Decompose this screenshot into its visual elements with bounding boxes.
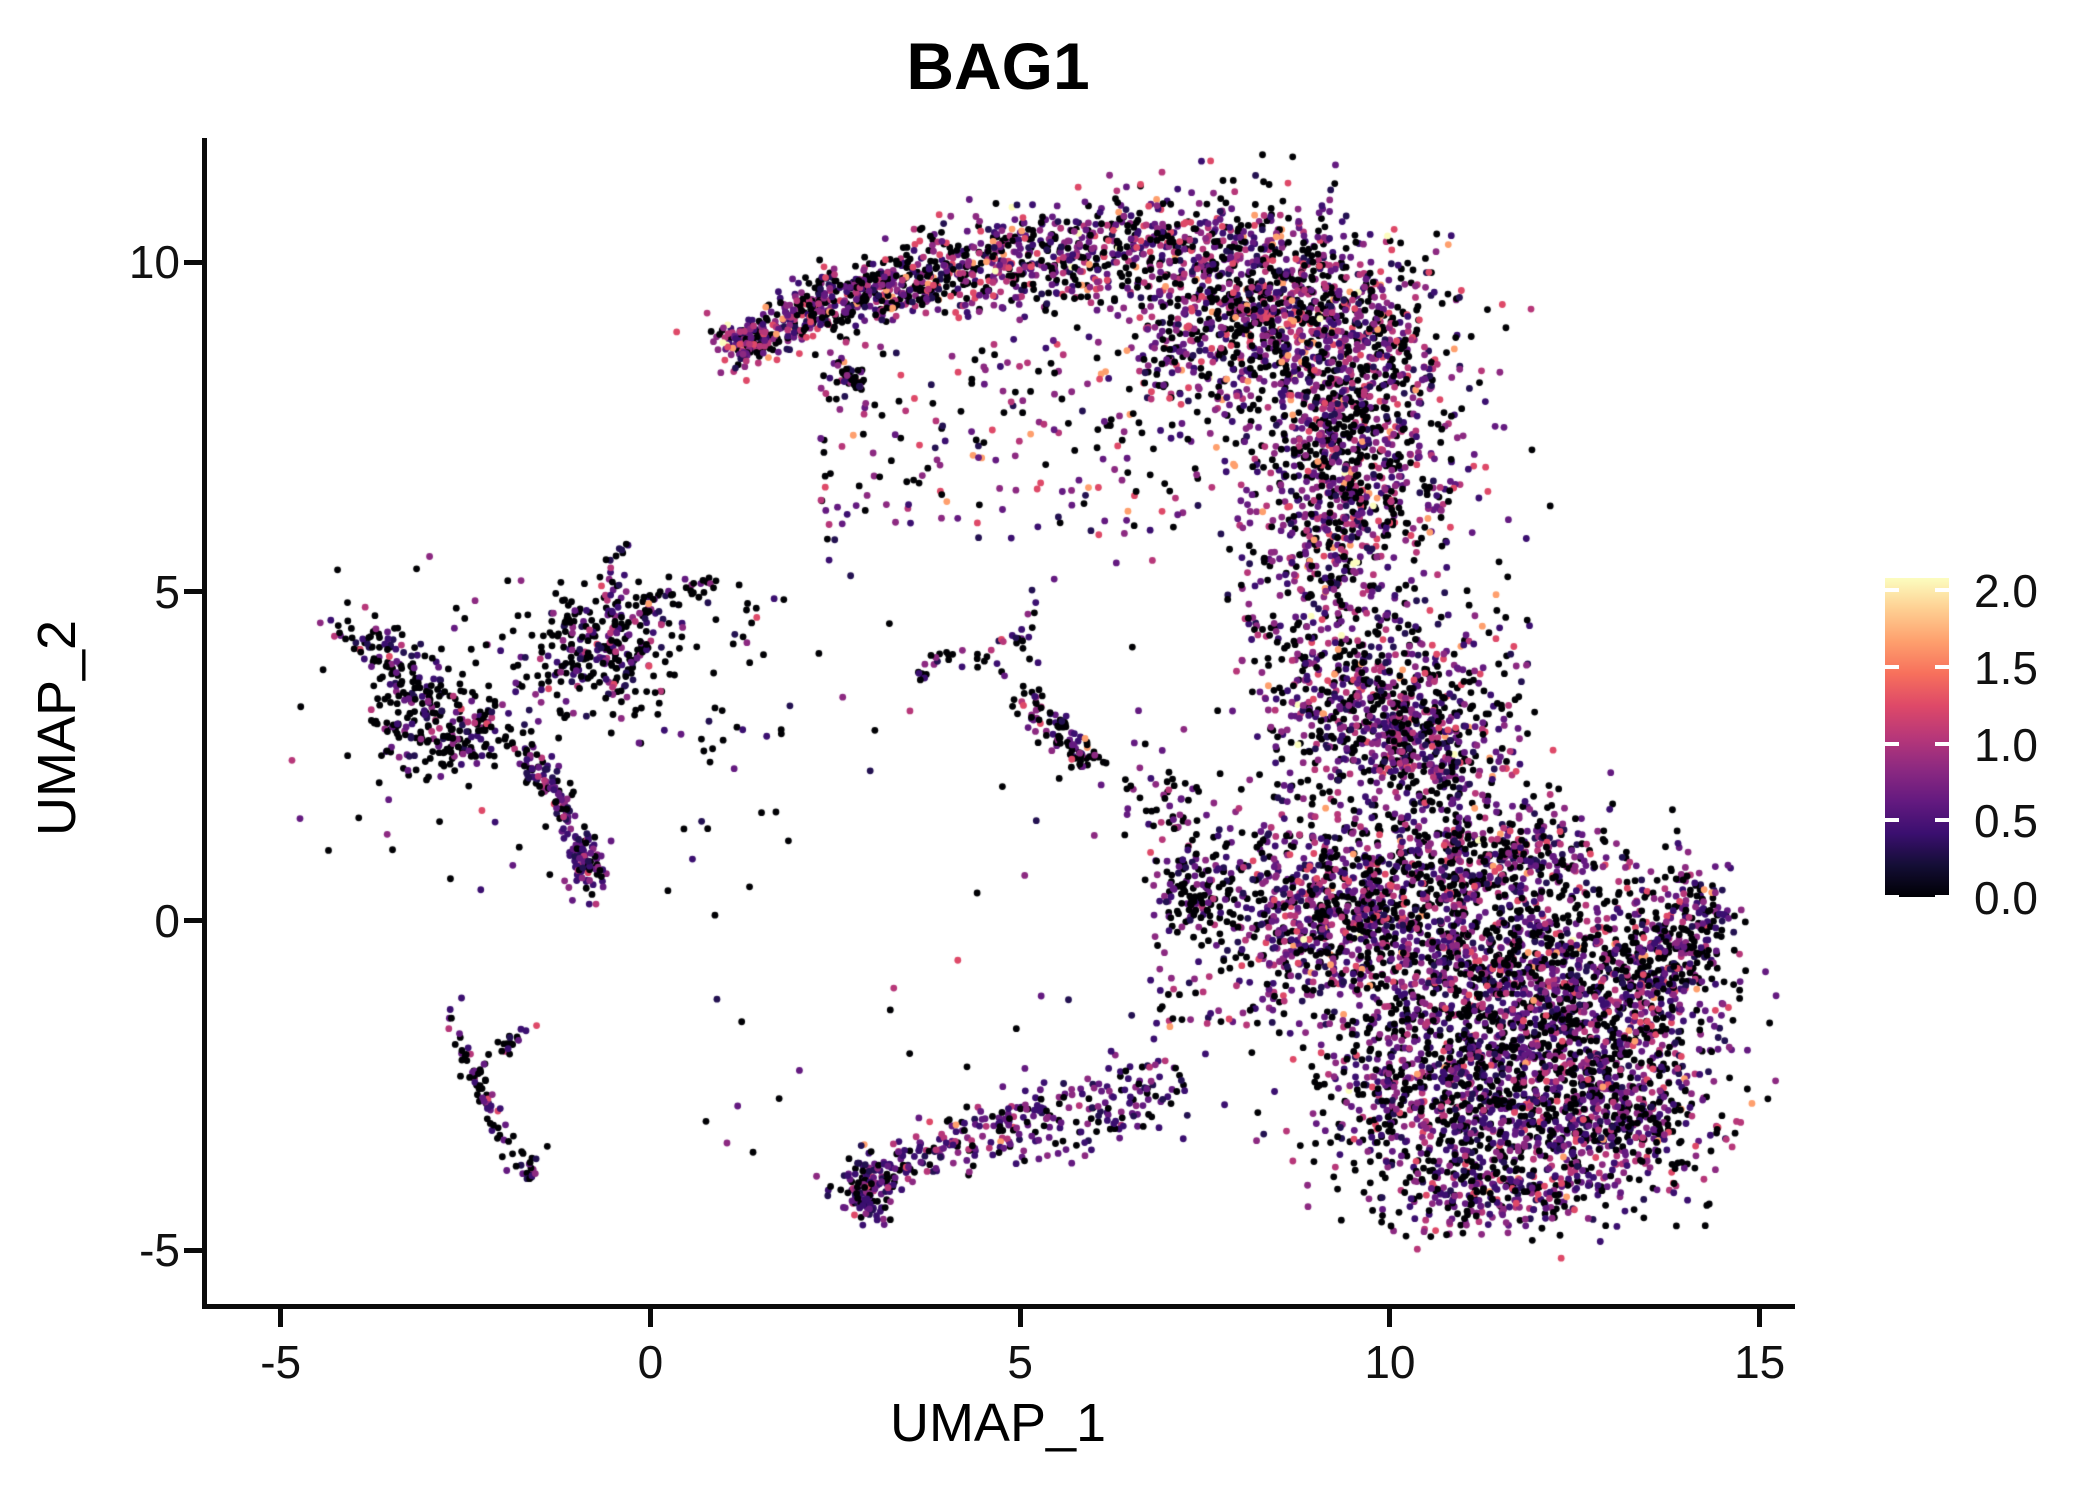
colorbar-tick-notch-left <box>1885 664 1899 669</box>
colorbar-tick-notch-left <box>1885 741 1899 746</box>
y-tick-mark <box>184 918 202 924</box>
x-tick-mark <box>1387 1309 1393 1327</box>
y-tick-label: 5 <box>154 565 180 618</box>
colorbar-tick-notch-right <box>1935 895 1949 899</box>
colorbar-tick-notch-right <box>1935 818 1949 823</box>
x-tick-label: -5 <box>260 1336 302 1388</box>
y-tick-mark <box>184 589 202 595</box>
colorbar-tick-label: 0.0 <box>1974 872 2038 924</box>
colorbar-tick-label: 2.0 <box>1974 565 2038 618</box>
x-tick-mark <box>1017 1309 1023 1327</box>
colorbar-tick-notch-right <box>1935 664 1949 669</box>
y-tick-mark <box>184 1247 202 1253</box>
y-tick-label: 0 <box>154 894 180 947</box>
colorbar-tick-label: 1.0 <box>1974 718 2038 771</box>
y-tick-mark <box>184 259 202 265</box>
y-tick-label: 10 <box>128 236 180 289</box>
colorbar-tick-notch-right <box>1935 741 1949 746</box>
y-tick-label: -5 <box>139 1224 180 1276</box>
plot-title: BAG1 <box>906 29 1090 103</box>
x-axis-title: UMAP_1 <box>889 1393 1107 1453</box>
x-tick-label: 10 <box>1364 1336 1416 1388</box>
colorbar-tick-label: 1.5 <box>1974 641 2038 694</box>
x-tick-mark <box>1757 1309 1763 1327</box>
x-tick-label: 5 <box>1007 1336 1033 1388</box>
colorbar-tick-notch-left <box>1885 818 1899 823</box>
x-tick-mark <box>278 1309 284 1327</box>
x-tick-label: 0 <box>637 1336 664 1388</box>
x-tick-mark <box>647 1309 653 1327</box>
colorbar-tick-notch-left <box>1885 588 1899 593</box>
plot-panel-axes <box>202 138 1795 1309</box>
colorbar-tick-notch-left <box>1885 895 1899 899</box>
colorbar-tick-notch-right <box>1935 588 1949 593</box>
colorbar-tick-label: 0.5 <box>1974 795 2038 848</box>
colorbar-gradient <box>1885 578 1949 897</box>
y-axis-title: UMAP_2 <box>27 619 87 837</box>
x-tick-label: 15 <box>1734 1336 1786 1388</box>
